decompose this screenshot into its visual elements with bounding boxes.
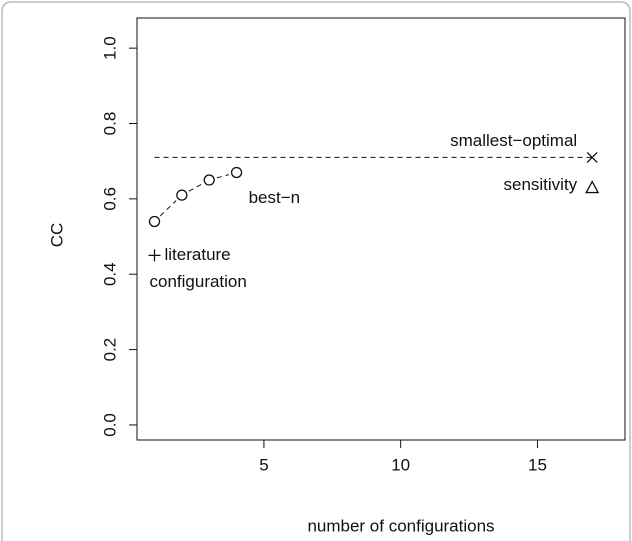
- series-label: smallest−optimal: [450, 131, 577, 150]
- connector: [159, 200, 177, 217]
- point: [586, 151, 598, 163]
- series-label: best−n: [249, 188, 301, 207]
- point: [148, 249, 161, 262]
- point: [230, 166, 243, 179]
- y-tick-label: 0.8: [100, 112, 119, 136]
- x-axis-label: number of configurations: [307, 516, 494, 535]
- plot-box: [136, 17, 626, 441]
- y-tick-label: 0.0: [100, 413, 119, 437]
- x-tick-label: 10: [391, 455, 410, 474]
- series-label: sensitivity: [503, 175, 577, 194]
- point: [148, 215, 161, 228]
- series-label: configuration: [150, 272, 247, 291]
- y-tick-label: 1.0: [100, 36, 119, 60]
- point: [176, 189, 188, 201]
- y-tick-label: 0.4: [100, 262, 119, 286]
- series-label: literature: [165, 245, 231, 264]
- x-tick-label: 5: [259, 455, 268, 474]
- y-tick-label: 0.2: [100, 338, 119, 362]
- point: [203, 174, 215, 186]
- x-tick-label: 15: [528, 455, 547, 474]
- y-tick-label: 0.6: [100, 187, 119, 211]
- y-axis-label: CC: [47, 223, 66, 248]
- connector: [216, 174, 229, 179]
- point: [585, 180, 600, 194]
- connector: [188, 183, 203, 192]
